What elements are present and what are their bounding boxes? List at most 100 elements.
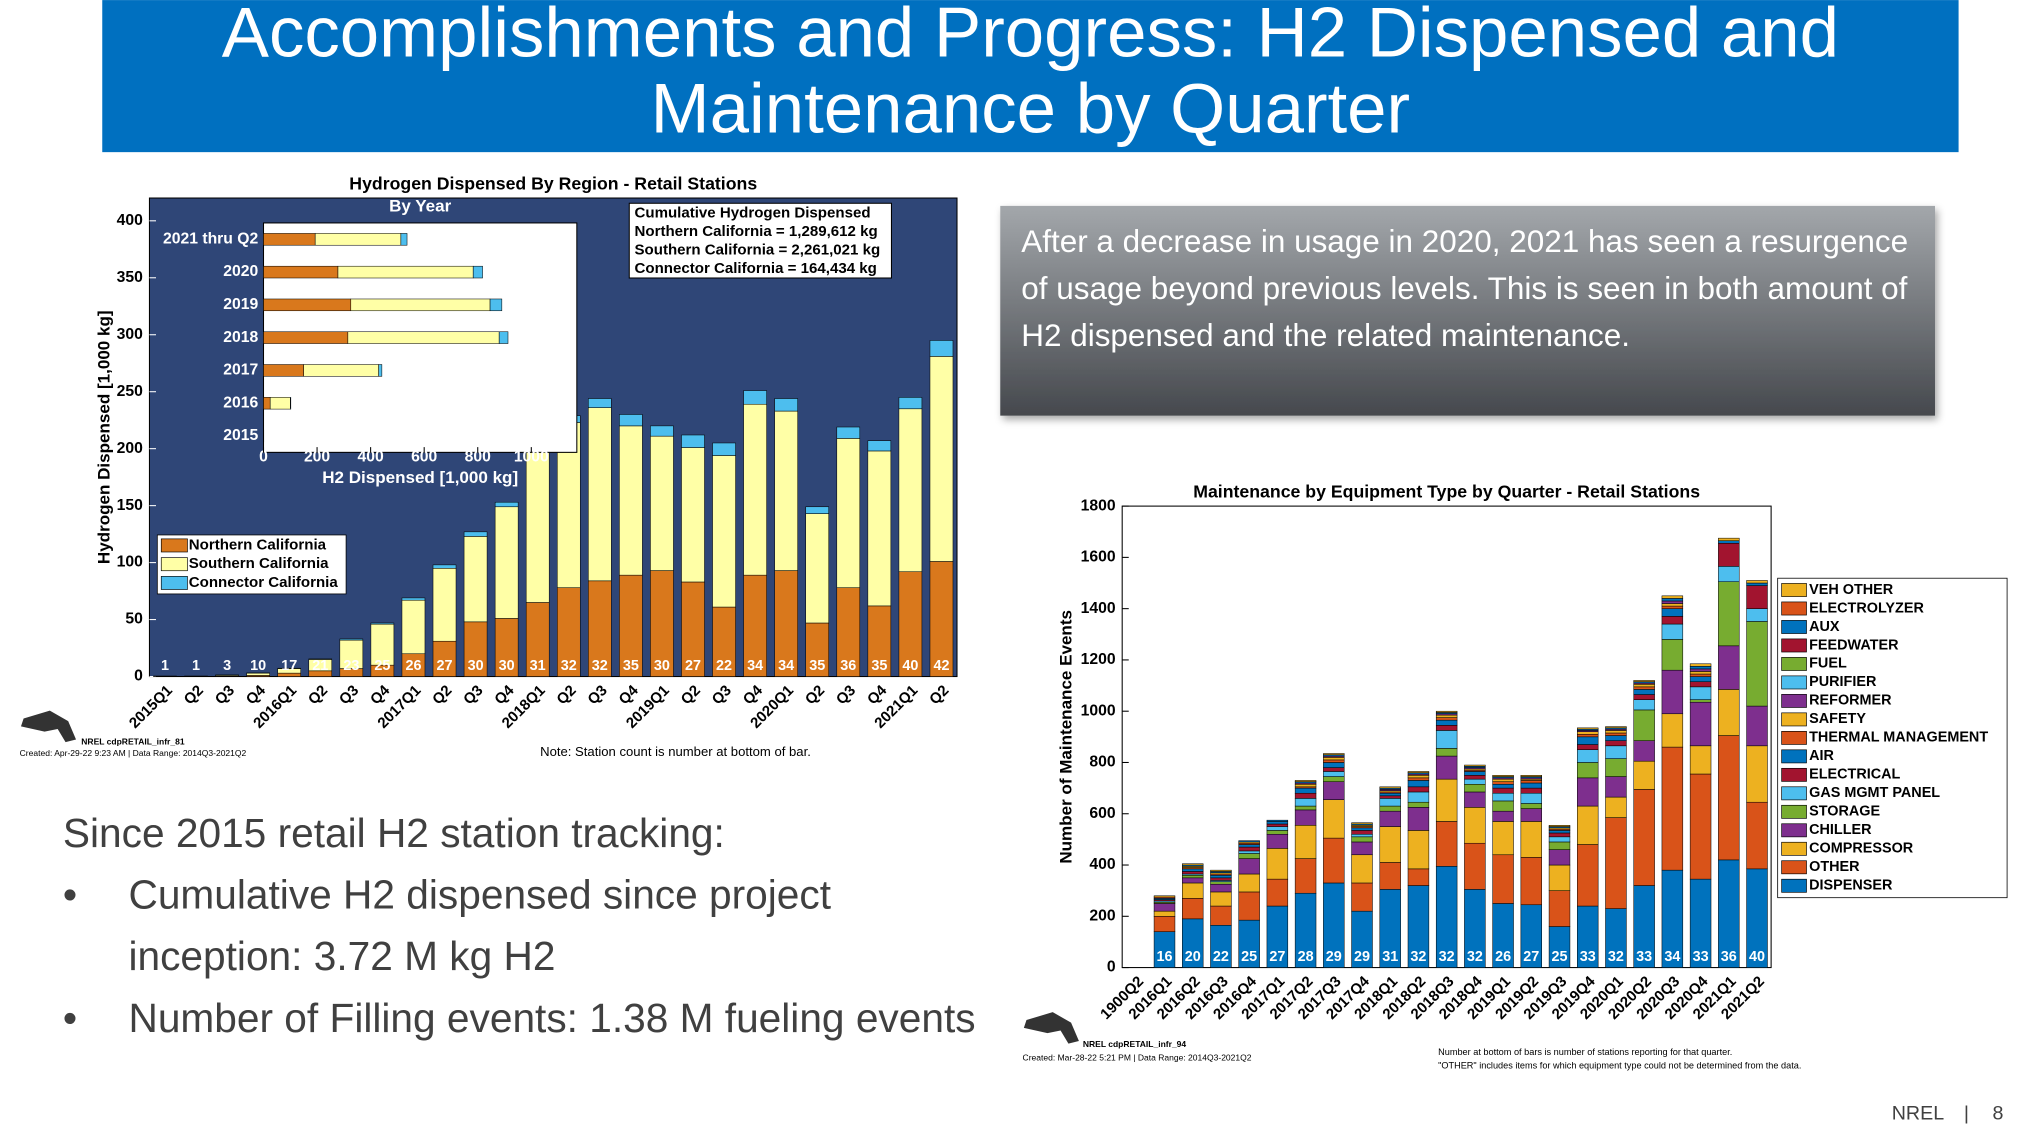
bar-segment xyxy=(433,568,456,641)
chart-title: Maintenance by Equipment Type by Quarter… xyxy=(1193,482,1700,502)
legend-label: SAFETY xyxy=(1809,711,1866,727)
y-tick-label: 0 xyxy=(1107,959,1116,976)
bar-segment xyxy=(868,451,891,606)
bar-segment xyxy=(1323,838,1344,883)
bar-segment xyxy=(930,356,953,561)
bar-segment xyxy=(1295,798,1316,806)
x-tick-label: Q2 xyxy=(678,682,704,708)
bar-segment xyxy=(1662,639,1683,670)
bar-segment xyxy=(1295,784,1316,787)
station-count: 32 xyxy=(1439,949,1455,965)
bar-segment xyxy=(1239,847,1260,851)
legend-label: GAS MGMT PANEL xyxy=(1809,785,1940,801)
legend-label: CHILLER xyxy=(1809,822,1872,838)
bar-segment xyxy=(1493,811,1514,821)
bar-segment xyxy=(1380,787,1401,788)
station-count: 22 xyxy=(1213,949,1229,965)
bar-segment xyxy=(1577,750,1598,763)
bar-segment xyxy=(1662,606,1683,609)
bar-segment xyxy=(1662,596,1683,599)
bar-segment xyxy=(868,441,891,451)
bar-segment xyxy=(1239,845,1260,848)
title-box: Accomplishments and Progress: H2 Dispens… xyxy=(118,0,1943,157)
cumulative-line: Cumulative Hydrogen Dispensed xyxy=(635,205,871,222)
station-count: 34 xyxy=(747,658,763,674)
bar-segment xyxy=(1380,793,1401,796)
bar-segment xyxy=(1436,720,1457,725)
bar-segment xyxy=(775,399,798,412)
legend-label: ELECTROLYZER xyxy=(1809,600,1924,616)
bar-segment xyxy=(340,639,363,640)
bar-segment xyxy=(1634,684,1655,687)
legend-swatch xyxy=(1782,824,1807,837)
bar-segment xyxy=(1549,865,1570,891)
legend-swatch xyxy=(1782,583,1807,596)
bar-segment xyxy=(1436,756,1457,779)
legend-label: STORAGE xyxy=(1809,804,1880,820)
bar-segment xyxy=(1380,806,1401,811)
bar-segment xyxy=(1295,810,1316,825)
bar-segment xyxy=(806,507,829,514)
bar-segment xyxy=(1267,820,1288,821)
bar-segment xyxy=(1436,748,1457,756)
bar-segment xyxy=(1577,745,1598,750)
legend-swatch xyxy=(1782,805,1807,818)
bar-segment xyxy=(1605,733,1626,736)
station-count: 30 xyxy=(468,658,484,674)
bar-segment xyxy=(1182,883,1203,898)
nozzle-icon xyxy=(1024,1012,1079,1043)
bar-segment xyxy=(588,399,611,408)
bar-segment xyxy=(1464,792,1485,807)
bar-segment xyxy=(1436,779,1457,821)
y-tick-label: 50 xyxy=(125,611,143,628)
bar-segment xyxy=(1352,837,1373,842)
bar-segment xyxy=(1747,580,1768,583)
legend-label: PURIFIER xyxy=(1809,674,1877,690)
bar-segment xyxy=(371,623,394,624)
bar-segment xyxy=(1605,741,1626,746)
bar-segment xyxy=(1493,801,1514,811)
bar-segment xyxy=(1436,718,1457,721)
bar-segment xyxy=(290,397,291,409)
station-count: 1 xyxy=(192,658,200,674)
legend-label: AIR xyxy=(1809,748,1834,764)
y-tick-label: 200 xyxy=(117,440,143,457)
legend-label: Southern California xyxy=(189,555,329,572)
y-tick-label: 2020 xyxy=(223,263,258,280)
bar-segment xyxy=(1436,715,1457,718)
bullet-item: Cumulative H2 dispensed since project in… xyxy=(128,864,1006,987)
legend-swatch xyxy=(1782,639,1807,652)
bar-segment xyxy=(264,332,348,344)
bar-segment xyxy=(1182,875,1203,878)
y-tick-label: 800 xyxy=(1089,754,1115,771)
bar-segment xyxy=(495,502,518,507)
bullet-list: Cumulative H2 dispensed since project in… xyxy=(63,864,1007,1049)
station-count: 10 xyxy=(250,658,266,674)
bar-segment xyxy=(1408,771,1429,772)
station-count: 34 xyxy=(1664,949,1680,965)
station-count: 26 xyxy=(405,658,421,674)
bar-segment xyxy=(1521,793,1542,803)
bar-segment xyxy=(1464,765,1485,766)
bar-segment xyxy=(1718,736,1739,860)
bullets-area: Since 2015 retail H2 station tracking: C… xyxy=(63,802,1007,1117)
created: Created: Mar-28-22 5:21 PM | Data Range:… xyxy=(1023,1052,1252,1062)
station-count: 32 xyxy=(592,658,608,674)
y-tick-label: 1400 xyxy=(1081,600,1116,617)
bar-segment xyxy=(1239,859,1260,874)
station-count: 16 xyxy=(1156,949,1172,965)
station-count: 31 xyxy=(1382,949,1398,965)
bar-segment xyxy=(588,408,611,581)
bar-segment xyxy=(1295,793,1316,798)
bar-segment xyxy=(1464,784,1485,792)
bar-segment xyxy=(1634,695,1655,700)
bar-segment xyxy=(1352,883,1373,911)
bar-segment xyxy=(1690,682,1711,687)
bar-segment xyxy=(1493,793,1514,801)
legend-label: OTHER xyxy=(1809,859,1860,875)
legend-label: FUEL xyxy=(1809,656,1847,672)
station-count: 23 xyxy=(343,658,359,674)
bar-segment xyxy=(1295,859,1316,894)
y-tick-label: 2019 xyxy=(223,296,258,313)
